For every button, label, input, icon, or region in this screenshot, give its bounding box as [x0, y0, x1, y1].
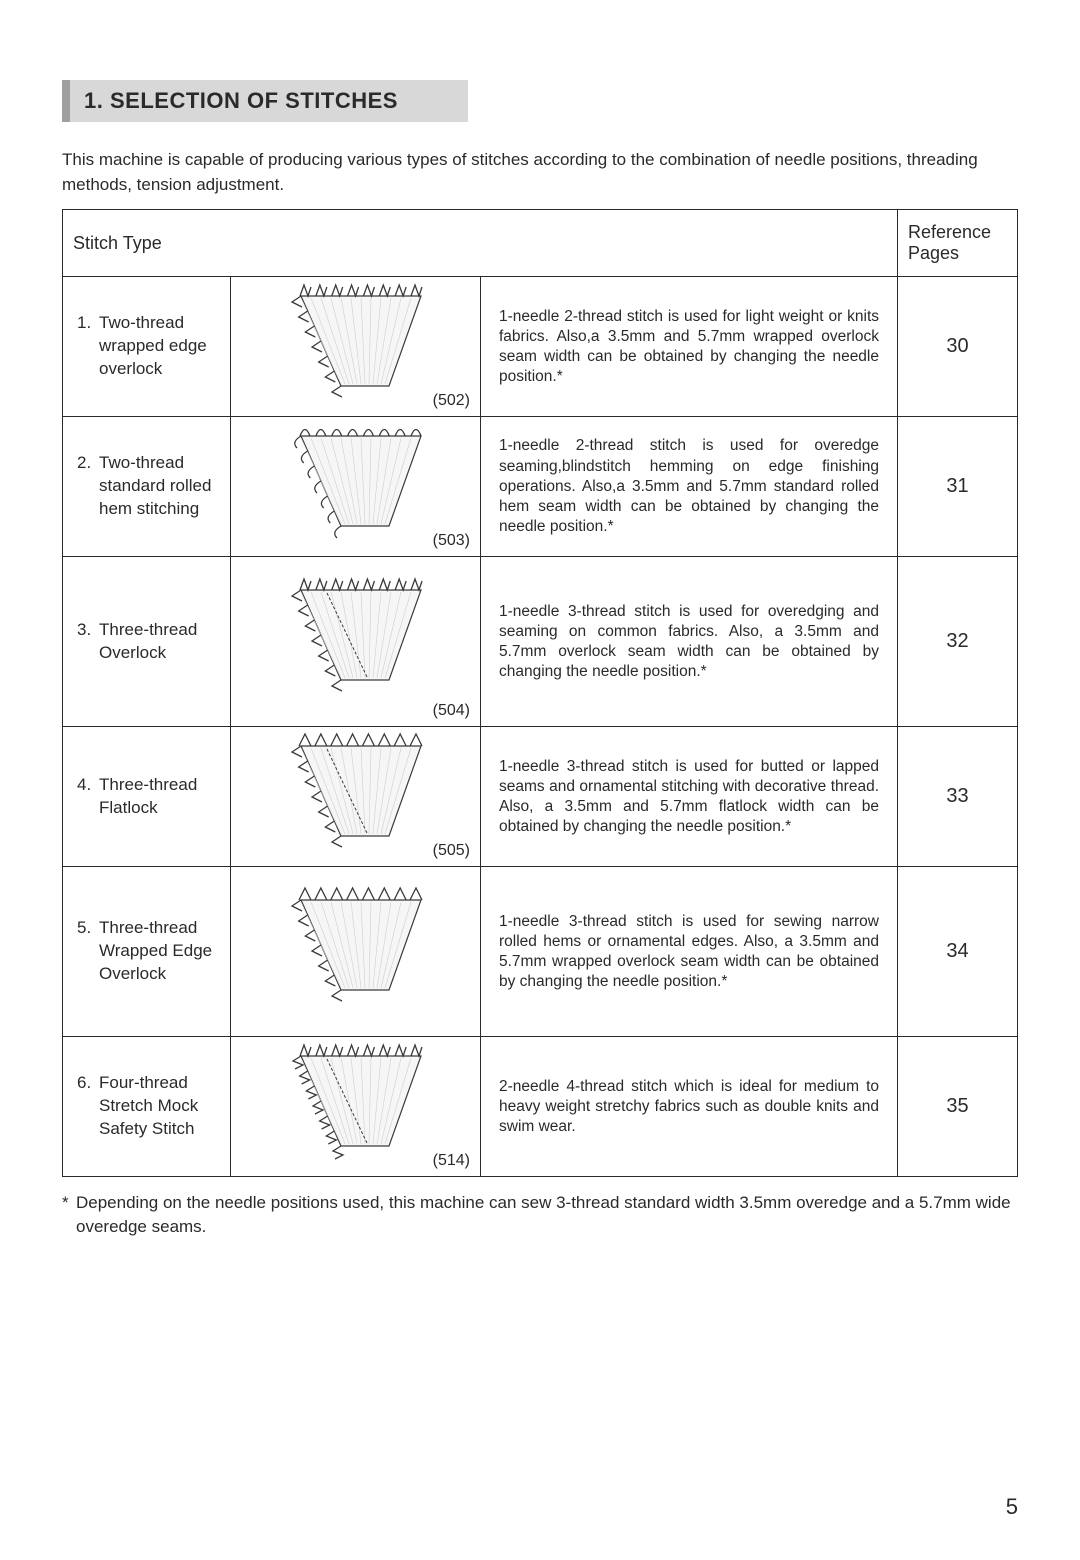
stitch-type-cell: 5.Three-thread Wrapped Edge Overlock — [63, 867, 231, 1037]
table-row: 1.Two-thread wrapped edge overlock (502) 1… — [63, 277, 1018, 417]
reference-page: 33 — [898, 727, 1018, 867]
stitch-description: 1-needle 3-thread stitch is used for but… — [481, 727, 898, 867]
section-title: 1. SELECTION OF STITCHES — [70, 80, 468, 122]
stitch-code: (502) — [433, 392, 470, 410]
reference-page: 35 — [898, 1037, 1018, 1177]
stitch-code: (514) — [433, 1152, 470, 1170]
table-row: 4.Three-thread Flatlock (505) 1-needle 3-t… — [63, 727, 1018, 867]
page-number: 5 — [1006, 1494, 1018, 1520]
section-number: 1. — [84, 88, 103, 113]
stitch-type-cell: 2.Two-thread standard rolled hem stitchi… — [63, 417, 231, 557]
table-row: 2.Two-thread standard rolled hem stitchi… — [63, 417, 1018, 557]
reference-page: 32 — [898, 557, 1018, 727]
footnote-text: Depending on the needle positions used, … — [76, 1191, 1018, 1239]
section-header: 1. SELECTION OF STITCHES — [62, 80, 1018, 122]
stitch-type-cell: 1.Two-thread wrapped edge overlock — [63, 277, 231, 417]
table-row: 6.Four-thread Stretch Mock Safety Stitch… — [63, 1037, 1018, 1177]
stitch-diagram-cell: (505) — [231, 727, 481, 867]
stitch-type-cell: 4.Three-thread Flatlock — [63, 727, 231, 867]
header-accent-bar — [62, 80, 70, 122]
stitch-diagram-cell — [231, 867, 481, 1037]
reference-page: 34 — [898, 867, 1018, 1037]
reference-page: 31 — [898, 417, 1018, 557]
stitch-code: (504) — [433, 702, 470, 720]
stitch-table: Stitch Type Reference Pages 1.Two-thread… — [62, 209, 1018, 1177]
intro-paragraph: This machine is capable of producing var… — [62, 148, 1018, 197]
stitch-type-cell: 3.Three-thread Overlock — [63, 557, 231, 727]
stitch-description: 2-needle 4-thread stitch which is ideal … — [481, 1037, 898, 1177]
footnote: * Depending on the needle positions used… — [62, 1191, 1018, 1239]
footnote-marker: * — [62, 1191, 76, 1239]
stitch-diagram-cell: (502) — [231, 277, 481, 417]
col-header-ref: Reference Pages — [898, 210, 1018, 277]
section-title-text: SELECTION OF STITCHES — [110, 88, 398, 113]
stitch-description: 1-needle 2-thread stitch is used for ove… — [481, 417, 898, 557]
stitch-diagram-cell: (514) — [231, 1037, 481, 1177]
stitch-diagram-cell: (503) — [231, 417, 481, 557]
table-row: 5.Three-thread Wrapped Edge Overlock 1-ne… — [63, 867, 1018, 1037]
stitch-diagram-cell: (504) — [231, 557, 481, 727]
col-header-type: Stitch Type — [63, 210, 898, 277]
table-row: 3.Three-thread Overlock (504) 1-needle 3-t… — [63, 557, 1018, 727]
stitch-type-cell: 6.Four-thread Stretch Mock Safety Stitch — [63, 1037, 231, 1177]
stitch-description: 1-needle 3-thread stitch is used for sew… — [481, 867, 898, 1037]
stitch-code: (505) — [433, 842, 470, 860]
stitch-description: 1-needle 3-thread stitch is used for ove… — [481, 557, 898, 727]
stitch-description: 1-needle 2-thread stitch is used for lig… — [481, 277, 898, 417]
reference-page: 30 — [898, 277, 1018, 417]
stitch-code: (503) — [433, 532, 470, 550]
